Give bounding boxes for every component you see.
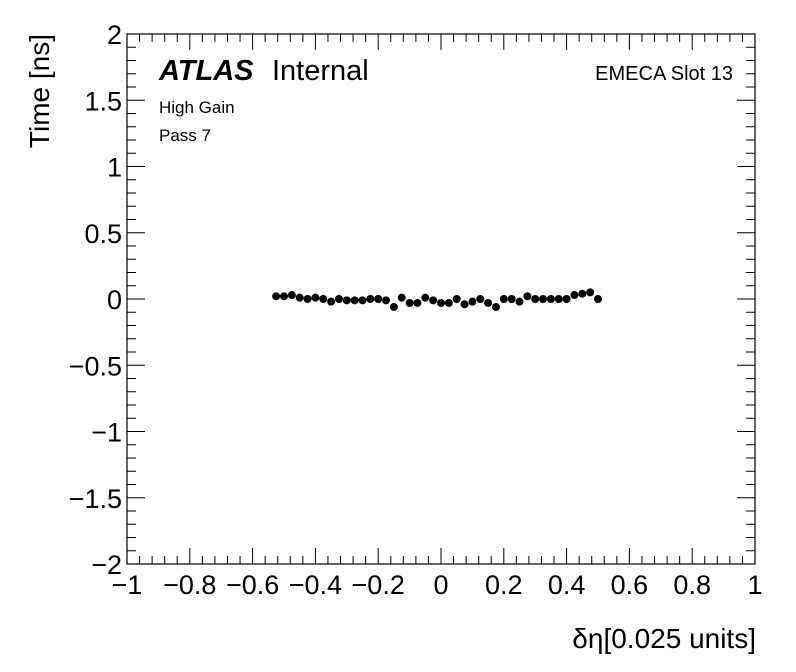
x-tick-label: −0.2 — [352, 570, 405, 600]
data-point — [421, 293, 430, 302]
y-tick-label: 0 — [107, 285, 122, 315]
data-point — [476, 295, 485, 303]
data-point — [586, 288, 595, 297]
data-point — [366, 295, 375, 303]
pass-label: Pass 7 — [159, 126, 211, 145]
internal-label: Internal — [272, 55, 369, 87]
x-tick-label: 0 — [433, 570, 448, 600]
data-point — [437, 298, 445, 307]
data-point — [311, 293, 320, 302]
y-tick-label: 2 — [107, 20, 122, 50]
x-tick-label: −0.8 — [163, 570, 216, 600]
data-point — [460, 300, 469, 309]
data-point — [287, 291, 296, 300]
x-tick-label: 1 — [747, 570, 762, 600]
data-point — [570, 291, 579, 300]
data-point — [484, 298, 493, 307]
data-point — [491, 302, 500, 311]
data-point — [507, 295, 516, 303]
data-point — [358, 296, 367, 305]
x-tick-label: 0.4 — [548, 570, 586, 600]
data-point — [303, 295, 312, 303]
data-point — [382, 296, 391, 305]
atlas-label: ATLAS — [158, 55, 254, 87]
data-point — [295, 293, 304, 302]
x-tick-label: 0.6 — [611, 570, 649, 600]
data-point — [413, 298, 422, 307]
x-tick-label: −0.4 — [289, 570, 342, 600]
y-tick-label: 1.5 — [84, 86, 122, 116]
data-point — [374, 295, 383, 303]
x-tick-label: 0.2 — [485, 570, 523, 600]
plot-frame — [126, 33, 756, 565]
data-point — [389, 302, 398, 311]
data-point — [499, 295, 508, 303]
data-point — [562, 295, 571, 303]
y-axis-label: Time [ns] — [24, 34, 55, 148]
y-tick-label: 0.5 — [84, 219, 122, 249]
data-point — [539, 295, 548, 303]
data-point — [319, 295, 328, 303]
data-point — [531, 295, 540, 303]
data-point — [554, 295, 563, 303]
data-point — [272, 292, 281, 301]
x-tick-label: 0.8 — [673, 570, 711, 600]
data-points — [272, 288, 602, 311]
y-tick-label: −2 — [91, 550, 122, 580]
data-point — [578, 289, 587, 298]
data-point — [327, 297, 336, 306]
data-point — [397, 293, 406, 302]
x-axis-label: δη[0.025 units] — [572, 623, 756, 654]
data-point — [280, 292, 288, 301]
data-point — [405, 298, 414, 307]
data-point — [334, 295, 343, 303]
y-tick-label: 1 — [107, 153, 122, 183]
x-tick-label: −0.6 — [226, 570, 279, 600]
y-tick-label: −1.5 — [69, 484, 122, 514]
data-point — [468, 297, 477, 306]
gain-label: High Gain — [159, 98, 235, 117]
data-point — [523, 292, 532, 301]
data-point — [594, 295, 602, 303]
x-tick-labels: −1 −0.8 −0.6 −0.4 −0.2 0 0.2 0.4 0.6 0.8 1 — [112, 570, 763, 600]
y-tick-labels: −2 −1.5 −1 −0.5 0 0.5 1 1.5 2 — [69, 20, 122, 580]
data-point — [429, 296, 438, 305]
y-tick-label: −1 — [91, 418, 122, 448]
data-point — [546, 295, 555, 303]
data-point — [342, 296, 351, 305]
data-point — [452, 295, 461, 303]
slot-label: EMECA Slot 13 — [595, 63, 733, 85]
data-point — [350, 296, 359, 305]
data-point — [515, 297, 524, 306]
y-tick-label: −0.5 — [69, 351, 122, 381]
x-tick-label: −1 — [112, 570, 143, 600]
data-point — [444, 298, 453, 307]
